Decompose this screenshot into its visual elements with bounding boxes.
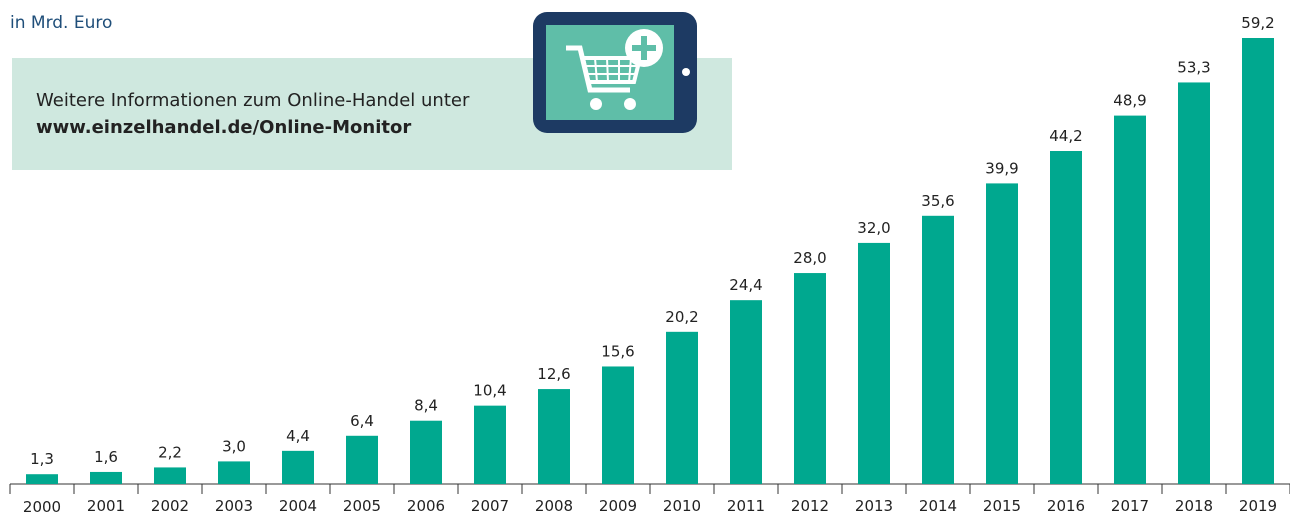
value-label: 4,4 bbox=[286, 427, 310, 445]
bar bbox=[1050, 151, 1082, 484]
x-tick-label: 2017 bbox=[1111, 497, 1149, 515]
bar bbox=[666, 331, 698, 484]
bar bbox=[922, 215, 954, 484]
x-tick-label: 2004 bbox=[279, 497, 317, 515]
bar bbox=[474, 405, 506, 484]
bar bbox=[90, 471, 122, 484]
x-tick-label: 2003 bbox=[215, 497, 253, 515]
bar bbox=[858, 242, 890, 484]
bar bbox=[538, 389, 570, 484]
bar bbox=[282, 450, 314, 484]
x-tick-label: 2019 bbox=[1239, 497, 1277, 515]
x-tick-label: 2014 bbox=[919, 497, 957, 515]
info-link: www.einzelhandel.de/Online-Monitor bbox=[36, 117, 411, 138]
x-tick-label: 2016 bbox=[1047, 497, 1085, 515]
x-tick-label: 2010 bbox=[663, 497, 701, 515]
x-tick-label: 2012 bbox=[791, 497, 829, 515]
value-label: 20,2 bbox=[665, 308, 698, 326]
x-tick-label: 2007 bbox=[471, 497, 509, 515]
value-label: 1,3 bbox=[30, 450, 54, 468]
x-tick-label: 2018 bbox=[1175, 497, 1213, 515]
bar bbox=[794, 273, 826, 484]
value-label: 10,4 bbox=[473, 382, 506, 400]
value-label: 1,6 bbox=[94, 448, 118, 466]
x-tick-label: 2001 bbox=[87, 497, 125, 515]
bar bbox=[218, 461, 250, 484]
bar bbox=[346, 435, 378, 484]
value-label: 48,9 bbox=[1113, 92, 1146, 110]
value-label: 6,4 bbox=[350, 412, 374, 430]
value-label: 24,4 bbox=[729, 276, 762, 294]
value-label: 8,4 bbox=[414, 397, 438, 415]
bar bbox=[730, 300, 762, 484]
x-tick-label: 2013 bbox=[855, 497, 893, 515]
value-label: 59,2 bbox=[1241, 14, 1274, 32]
value-label: 44,2 bbox=[1049, 127, 1082, 145]
value-label: 2,2 bbox=[158, 443, 182, 461]
x-tick-label: 2015 bbox=[983, 497, 1021, 515]
bar bbox=[154, 467, 186, 484]
x-tick-label: 2011 bbox=[727, 497, 765, 515]
unit-label: in Mrd. Euro bbox=[10, 13, 112, 33]
value-label: 15,6 bbox=[601, 342, 634, 360]
bar bbox=[602, 366, 634, 484]
value-label: 53,3 bbox=[1177, 58, 1210, 76]
value-label: 39,9 bbox=[985, 159, 1018, 177]
x-tick-label: 2006 bbox=[407, 497, 445, 515]
bar bbox=[1178, 82, 1210, 484]
x-tick-label: 2002 bbox=[151, 497, 189, 515]
x-tick-label: 2008 bbox=[535, 497, 573, 515]
info-text: Weitere Informationen zum Online-Handel … bbox=[36, 90, 470, 111]
value-label: 28,0 bbox=[793, 249, 826, 267]
bar bbox=[1114, 115, 1146, 485]
bar bbox=[26, 474, 58, 484]
value-label: 12,6 bbox=[537, 365, 570, 383]
x-tick-label: 2000 bbox=[23, 498, 61, 516]
x-tick-label: 2009 bbox=[599, 497, 637, 515]
x-tick-label: 2005 bbox=[343, 497, 381, 515]
bar bbox=[1242, 38, 1274, 484]
bar bbox=[986, 183, 1018, 484]
value-label: 35,6 bbox=[921, 192, 954, 210]
value-label: 3,0 bbox=[222, 437, 246, 455]
tablet-icon bbox=[533, 12, 697, 133]
bar bbox=[410, 420, 442, 484]
value-label: 32,0 bbox=[857, 219, 890, 237]
